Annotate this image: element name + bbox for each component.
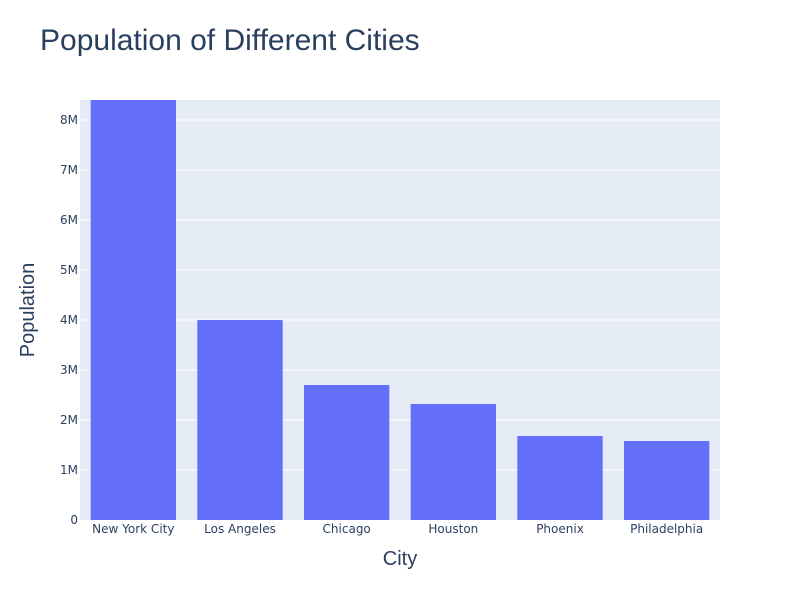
- x-tick-label: New York City: [92, 522, 174, 536]
- bar-chicago[interactable]: [304, 385, 390, 520]
- y-tick-label: 0: [70, 513, 78, 527]
- x-axis-ticks: New York City Los Angeles Chicago Houston Ph…: [92, 522, 703, 536]
- grid-layer: [80, 119, 720, 471]
- y-tick-label: 1M: [60, 463, 78, 477]
- x-tick-label: Houston: [428, 522, 478, 536]
- x-tick-label: Chicago: [323, 522, 371, 536]
- x-tick-label: Phoenix: [536, 522, 584, 536]
- bar-los-angeles[interactable]: [197, 320, 283, 520]
- y-axis-title: Population: [17, 263, 39, 358]
- y-tick-label: 8M: [60, 113, 78, 127]
- x-tick-label: Los Angeles: [204, 522, 276, 536]
- y-tick-label: 6M: [60, 213, 78, 227]
- chart-title: Population of Different Cities: [40, 24, 420, 57]
- x-axis-title: City: [383, 548, 417, 570]
- bar-new-york-city[interactable]: [90, 100, 176, 520]
- bar-layer: [90, 100, 710, 520]
- y-tick-label: 2M: [60, 413, 78, 427]
- y-axis-ticks: 0 1M 2M 3M 4M 5M 6M 7M 8M: [60, 113, 78, 527]
- y-tick-label: 5M: [60, 263, 78, 277]
- y-tick-label: 4M: [60, 313, 78, 327]
- y-tick-label: 7M: [60, 163, 78, 177]
- bar-philadelphia[interactable]: [624, 441, 710, 520]
- x-tick-label: Philadelphia: [630, 522, 703, 536]
- bar-phoenix[interactable]: [517, 436, 603, 520]
- y-tick-label: 3M: [60, 363, 78, 377]
- bar-houston[interactable]: [410, 404, 496, 520]
